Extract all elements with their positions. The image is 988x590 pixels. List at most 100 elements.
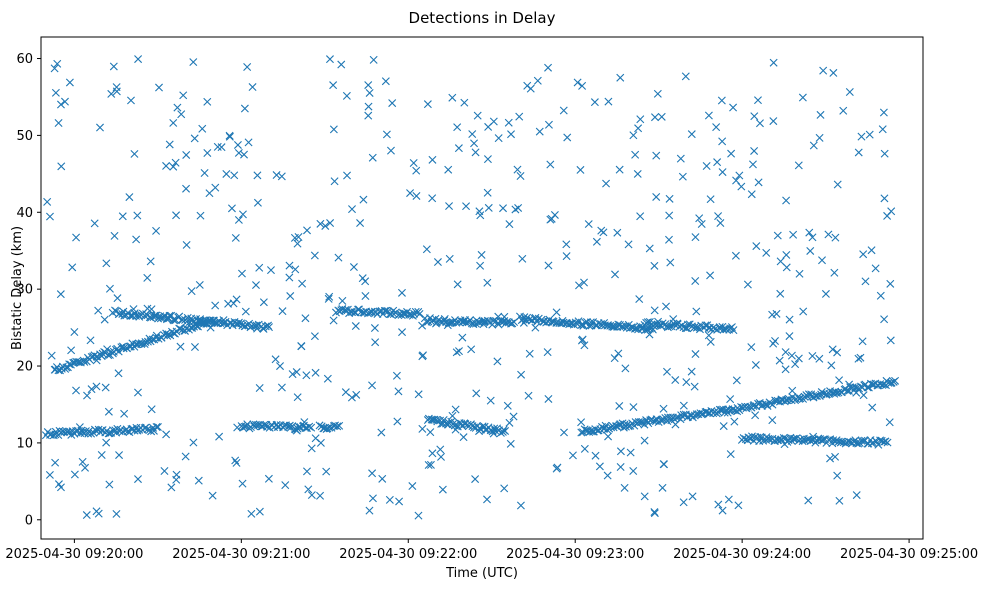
detection-marker bbox=[716, 219, 725, 228]
detection-marker bbox=[658, 319, 667, 328]
detection-marker bbox=[426, 428, 435, 437]
detection-marker bbox=[829, 68, 838, 77]
detection-marker bbox=[636, 418, 645, 427]
detection-marker bbox=[311, 434, 320, 443]
detection-marker bbox=[266, 266, 275, 275]
detection-marker bbox=[67, 346, 76, 355]
detection-marker bbox=[45, 212, 54, 221]
detection-marker bbox=[315, 421, 324, 430]
detection-marker bbox=[652, 151, 661, 160]
detection-marker bbox=[629, 467, 638, 475]
detection-marker bbox=[476, 261, 485, 270]
detection-marker bbox=[505, 220, 514, 229]
detection-marker bbox=[650, 508, 659, 517]
detection-marker bbox=[453, 123, 462, 132]
detection-marker bbox=[152, 226, 161, 235]
detection-marker bbox=[112, 83, 121, 92]
detection-marker bbox=[47, 351, 56, 360]
detection-marker bbox=[828, 345, 837, 354]
x-axis-label: Time (UTC) bbox=[445, 566, 518, 581]
detection-marker bbox=[125, 193, 134, 202]
detection-marker bbox=[544, 394, 553, 403]
detection-marker bbox=[334, 253, 343, 262]
detection-marker bbox=[737, 182, 746, 191]
detection-marker bbox=[796, 394, 805, 403]
detection-marker bbox=[833, 180, 842, 189]
detection-marker bbox=[291, 265, 300, 274]
detection-marker bbox=[143, 304, 152, 313]
detection-marker bbox=[368, 494, 377, 503]
detection-marker bbox=[752, 242, 761, 251]
detection-marker bbox=[576, 165, 585, 174]
detection-marker bbox=[133, 388, 142, 397]
detection-marker bbox=[171, 158, 180, 167]
detection-marker bbox=[424, 460, 433, 469]
detection-marker bbox=[879, 108, 888, 117]
detection-marker bbox=[604, 321, 612, 330]
detection-marker bbox=[876, 291, 885, 300]
detection-marker bbox=[665, 211, 674, 220]
detection-marker bbox=[285, 261, 294, 270]
data-points bbox=[41, 55, 900, 520]
detection-marker bbox=[626, 448, 635, 457]
detection-marker bbox=[726, 450, 735, 459]
detection-marker bbox=[799, 307, 808, 316]
detection-marker bbox=[304, 485, 313, 494]
detection-marker bbox=[253, 198, 262, 207]
detection-marker bbox=[544, 120, 553, 129]
detection-marker bbox=[169, 162, 178, 171]
detection-marker bbox=[172, 211, 181, 220]
detection-marker bbox=[782, 263, 791, 272]
detection-marker bbox=[172, 470, 181, 479]
detection-marker bbox=[415, 309, 424, 318]
detection-marker bbox=[679, 410, 688, 419]
detection-marker bbox=[467, 345, 476, 354]
detection-marker bbox=[726, 395, 735, 404]
detection-marker bbox=[359, 195, 368, 204]
detection-marker bbox=[70, 470, 79, 479]
detection-marker bbox=[499, 204, 508, 213]
detection-marker bbox=[368, 153, 377, 162]
detection-marker bbox=[102, 259, 111, 268]
detection-marker bbox=[640, 436, 649, 445]
detection-marker bbox=[286, 292, 295, 301]
detection-marker bbox=[506, 439, 515, 448]
detection-marker bbox=[475, 207, 484, 216]
detection-marker bbox=[483, 155, 492, 164]
detection-marker bbox=[238, 479, 247, 488]
detection-marker bbox=[695, 214, 704, 223]
detection-marker bbox=[126, 311, 135, 320]
detection-marker bbox=[365, 88, 374, 97]
detection-marker bbox=[162, 329, 171, 338]
detection-marker bbox=[718, 168, 727, 177]
detection-marker bbox=[105, 480, 114, 489]
detection-marker bbox=[381, 77, 390, 86]
detection-marker bbox=[451, 405, 460, 414]
detection-marker bbox=[179, 91, 188, 100]
detection-marker bbox=[244, 138, 253, 147]
detection-marker bbox=[208, 491, 217, 500]
detection-marker bbox=[110, 231, 119, 240]
detection-marker bbox=[854, 148, 863, 157]
detection-marker bbox=[501, 426, 510, 435]
detection-marker bbox=[630, 324, 639, 333]
detection-marker bbox=[642, 416, 651, 425]
detection-marker bbox=[261, 322, 270, 331]
detection-marker bbox=[87, 385, 96, 394]
detection-marker bbox=[126, 96, 135, 105]
detection-marker bbox=[552, 308, 561, 317]
detection-marker bbox=[586, 427, 595, 436]
detection-marker bbox=[729, 103, 738, 112]
detection-marker bbox=[190, 343, 199, 351]
detection-marker bbox=[754, 178, 763, 187]
detection-marker bbox=[253, 171, 262, 180]
detection-marker bbox=[114, 347, 123, 356]
detection-marker bbox=[718, 506, 727, 515]
detection-marker bbox=[687, 130, 696, 139]
detection-marker bbox=[776, 257, 785, 266]
detection-marker bbox=[615, 401, 624, 410]
x-tick-label: 2025-04-30 09:25:00 bbox=[840, 547, 978, 562]
detection-marker bbox=[614, 349, 623, 358]
detection-marker bbox=[293, 393, 302, 402]
detection-marker bbox=[409, 159, 418, 167]
